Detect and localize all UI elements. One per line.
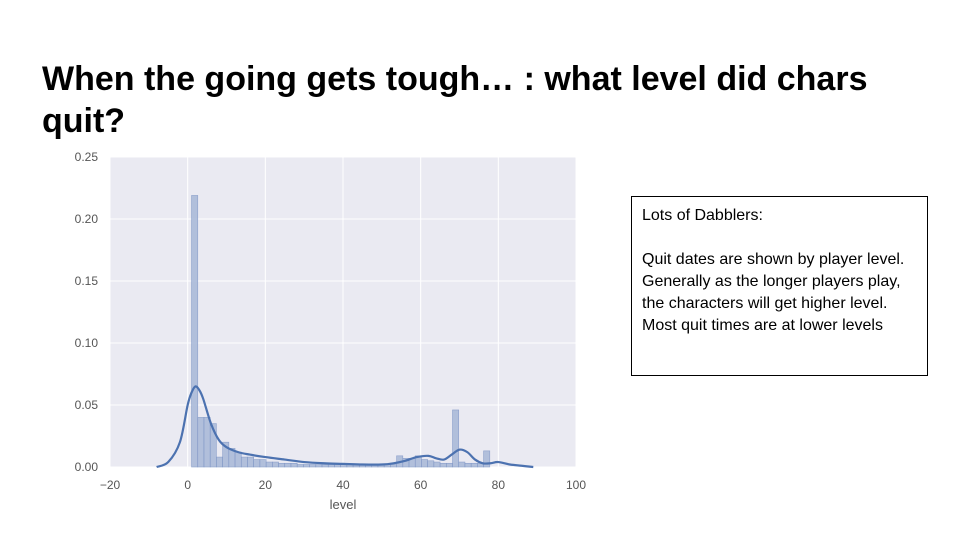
histogram-bar <box>458 461 466 468</box>
x-tick-label: 20 <box>259 478 273 492</box>
x-tick-label: 40 <box>336 478 350 492</box>
histogram-bar <box>259 459 267 468</box>
x-tick-label: −20 <box>100 478 121 492</box>
histogram-bar <box>234 451 242 468</box>
histogram-bar <box>284 462 292 468</box>
histogram-bar <box>464 462 472 468</box>
histogram-bar <box>191 195 199 468</box>
histogram-bar <box>265 461 273 468</box>
histogram-bar <box>247 456 254 468</box>
y-tick-label: 0.20 <box>75 212 99 226</box>
histogram-bar <box>253 459 261 468</box>
y-tick-label: 0.25 <box>75 150 99 164</box>
y-tick-label: 0.05 <box>75 398 99 412</box>
histogram-bar <box>315 464 323 468</box>
histogram-bar <box>327 464 335 468</box>
histogram-bar <box>427 460 435 468</box>
histogram-bar <box>272 461 279 468</box>
histogram-bar <box>439 462 447 468</box>
x-tick-label: 80 <box>492 478 506 492</box>
slide-title: When the going gets tough… : what level … <box>42 60 868 140</box>
kde-curve <box>156 385 534 469</box>
y-tick-label: 0.15 <box>75 274 99 288</box>
y-tick-label: 0.10 <box>75 336 99 350</box>
note-box: Lots of Dabblers: Quit dates are shown b… <box>631 196 928 376</box>
histogram-bar <box>303 464 310 468</box>
histogram-bar <box>309 464 317 468</box>
histogram-bar <box>296 464 304 468</box>
kde-histogram-chart: −20 0 20 40 60 80 1000.000.050.100.150.200.25 … <box>75 150 587 512</box>
histogram-bar <box>216 456 223 468</box>
note-heading: Lots of Dabblers: <box>642 207 763 224</box>
histogram-bar <box>445 462 453 468</box>
histogram-bar <box>278 462 286 468</box>
histogram-bar <box>470 462 478 468</box>
histogram-bar <box>209 423 217 468</box>
x-tick-label: 60 <box>414 478 428 492</box>
plot-area: −20 0 20 40 60 80 100 0.00 0.05 0.10 0.15 0.20 0.25 <box>75 150 587 492</box>
histogram-bar <box>240 456 248 468</box>
histogram-bar <box>433 461 441 468</box>
histogram-bar <box>290 462 298 468</box>
histogram-bar <box>197 417 205 468</box>
note-body: Quit dates are shown by player level. Ge… <box>642 251 905 334</box>
y-tick-label: 0.00 <box>75 460 99 474</box>
x-axis-label: level <box>330 497 357 512</box>
x-tick-label: 0 <box>184 478 191 492</box>
histogram-bar <box>321 464 329 468</box>
histogram-bar <box>421 459 428 468</box>
x-tick-label: 100 <box>566 478 586 492</box>
histogram-bar <box>483 450 491 468</box>
histogram-bar <box>452 409 460 468</box>
histogram-bar <box>203 417 211 468</box>
histogram-bar <box>390 464 397 468</box>
